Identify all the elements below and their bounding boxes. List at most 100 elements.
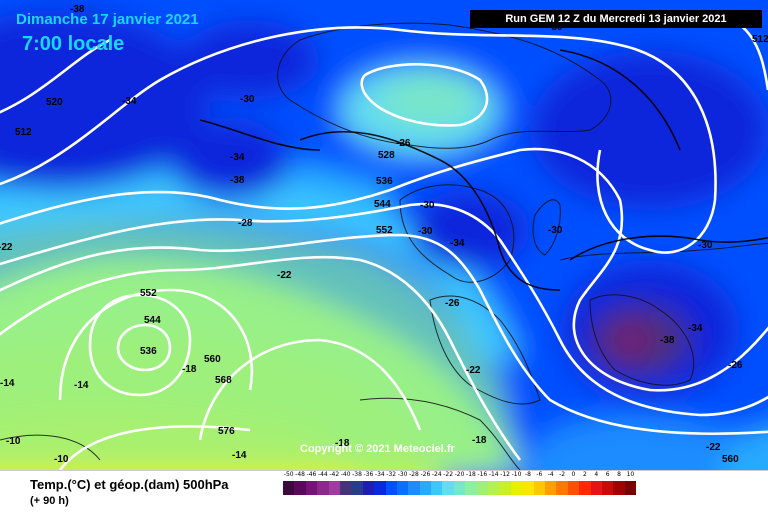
- geo-label: 528: [378, 150, 395, 161]
- scale-tick-label: 0: [571, 471, 576, 478]
- copyright-notice: Copyright © 2021 Meteociel.fr: [300, 443, 455, 455]
- scale-tick-label: -10: [511, 471, 522, 478]
- temp-label: -30: [418, 226, 433, 237]
- scale-tick-label: -36: [363, 471, 374, 478]
- temp-label: -22: [466, 365, 481, 376]
- geo-label: 520: [46, 97, 63, 108]
- scale-tick-label: -16: [477, 471, 488, 478]
- scale-tick-label: -22: [443, 471, 454, 478]
- temp-label: -18: [472, 435, 487, 446]
- geo-label: 552: [140, 288, 157, 299]
- scale-swatch: [283, 481, 295, 495]
- color-scale-ticks: -50 -48 -46 -44 -42 -40 -38 -36 -34 -32 -30 -28 -26-…: [283, 471, 636, 481]
- scale-swatch: [351, 481, 363, 495]
- forecast-time: 7:00 locale: [22, 33, 125, 55]
- geo-label: 536: [376, 176, 393, 187]
- scale-swatch: [522, 481, 534, 495]
- scale-tick-label: -34: [374, 471, 385, 478]
- temp-label: -38: [660, 335, 675, 346]
- geopotential-label-group: 520 512 528 536 544 552 552 544 536 560 …: [15, 34, 768, 465]
- scale-swatch: [408, 481, 420, 495]
- scale-tick-label: -38: [352, 471, 362, 478]
- scale-swatch: [544, 481, 557, 495]
- scale-swatch: [613, 481, 625, 495]
- scale-swatch: [374, 481, 386, 495]
- scale-tick-label: -48: [295, 471, 305, 478]
- scale-swatch: [305, 481, 318, 495]
- geo-label: 560: [722, 454, 739, 465]
- scale-swatch: [488, 481, 500, 495]
- isotherms: [199, 49, 768, 291]
- scale-tick-label: -20: [454, 471, 465, 478]
- temp-label: -26: [396, 138, 411, 149]
- geo-label: 512: [752, 34, 768, 45]
- temperature-label-group: -38 -34 -30 -34 -38 -26 -28 -30 -30 -34 …: [0, 4, 743, 465]
- scale-swatch: [579, 481, 591, 495]
- scale-tick-label: 8: [617, 471, 621, 478]
- temp-label: -30: [240, 94, 255, 105]
- scale-swatch: [567, 481, 580, 495]
- coastlines: [0, 22, 768, 470]
- scale-tick-label: -50: [283, 471, 294, 478]
- scale-tick-label: -46: [306, 471, 317, 478]
- chart-title: Temp.(°C) et géop.(dam) 500hPa: [30, 477, 229, 492]
- scale-tick-label: -26: [420, 471, 431, 478]
- scale-tick-label: -2: [559, 471, 566, 478]
- temp-label: -30: [420, 200, 435, 211]
- temp-label: -34: [230, 152, 245, 163]
- temp-label: -14: [0, 378, 15, 389]
- scale-swatch: [396, 481, 409, 495]
- scale-tick-label: -44: [317, 471, 328, 478]
- scale-swatch: [476, 481, 489, 495]
- scale-swatch: [624, 481, 637, 495]
- temp-label: -10: [54, 454, 69, 465]
- scale-swatch: [294, 481, 306, 495]
- temp-label: -10: [6, 436, 21, 447]
- temp-label: -18: [182, 364, 197, 375]
- scale-tick-label: -42: [329, 471, 340, 478]
- geo-label: 544: [374, 199, 391, 210]
- scale-swatch: [601, 481, 614, 495]
- scale-tick-label: 2: [582, 471, 587, 478]
- temp-label: -38: [70, 4, 85, 15]
- scale-tick-label: -28: [409, 471, 419, 478]
- scale-tick-label: -24: [431, 471, 442, 478]
- temp-label: -28: [238, 218, 253, 229]
- temp-label: -38: [230, 175, 245, 186]
- geo-label: 552: [376, 225, 393, 236]
- scale-tick-label: -4: [547, 471, 554, 478]
- legend-footer: Temp.(°C) et géop.(dam) 500hPa (+ 90 h) …: [0, 470, 768, 512]
- scale-swatch: [499, 481, 511, 495]
- temp-label: -30: [698, 240, 713, 251]
- geo-label: 536: [140, 346, 157, 357]
- scale-swatch: [431, 481, 443, 495]
- temp-label: -34: [450, 238, 465, 249]
- geo-label: 576: [218, 426, 235, 437]
- scale-swatch: [419, 481, 432, 495]
- geo-label: 512: [15, 127, 32, 138]
- scale-tick-label: -8: [524, 471, 531, 478]
- scale-swatch: [362, 481, 375, 495]
- scale-tick-label: -40: [340, 471, 351, 478]
- color-scale: [283, 481, 637, 495]
- scale-tick-label: 4: [594, 471, 599, 478]
- scale-tick-label: -30: [397, 471, 408, 478]
- scale-tick-label: -14: [488, 471, 499, 478]
- temp-label: -34: [688, 323, 703, 334]
- temp-label: -26: [445, 298, 460, 309]
- scale-swatch: [385, 481, 397, 495]
- temp-label: -14: [232, 450, 247, 461]
- scale-tick-label: -18: [466, 471, 476, 478]
- scale-tick-label: -6: [536, 471, 543, 478]
- scale-swatch: [590, 481, 602, 495]
- scale-tick-label: 10: [626, 471, 635, 478]
- map-canvas: 520 512 528 536 544 552 552 544 536 560 …: [0, 0, 768, 470]
- scale-swatch: [339, 481, 352, 495]
- model-run-label: Run GEM 12 Z du Mercredi 13 janvier 2021: [470, 10, 762, 28]
- scale-swatch: [453, 481, 466, 495]
- temp-label: -22: [0, 242, 13, 253]
- scale-swatch: [556, 481, 568, 495]
- scale-swatch: [510, 481, 523, 495]
- temp-label: -18: [335, 438, 350, 449]
